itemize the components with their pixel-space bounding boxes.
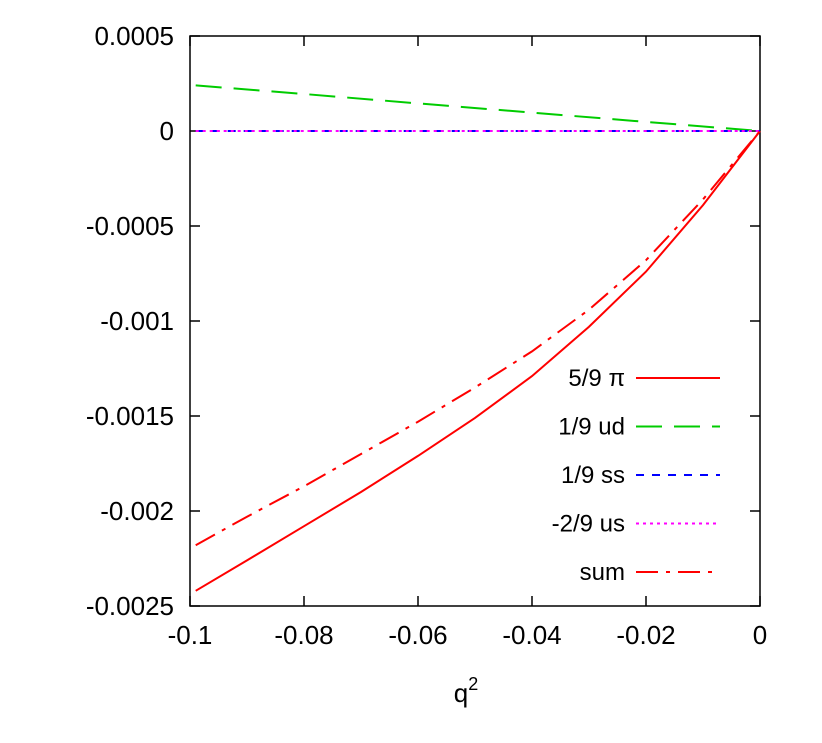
series-line-5-9 bbox=[195, 130, 761, 592]
x-tick-label: -0.02 bbox=[616, 620, 675, 650]
x-tick-label: -0.08 bbox=[274, 620, 333, 650]
x-axis-label: q2 bbox=[454, 674, 478, 708]
series-line-1-9-ud bbox=[195, 84, 761, 132]
legend: 5/9 π 1/9 ud 1/9 ss -2/9 us sum bbox=[552, 365, 720, 586]
plot-frame bbox=[189, 35, 761, 607]
x-tick-label: -0.06 bbox=[388, 620, 447, 650]
legend-label-sum: sum bbox=[580, 559, 625, 586]
x-tick-label: 0 bbox=[753, 620, 767, 650]
x-axis-label-main: q bbox=[454, 678, 468, 708]
x-tick-label: -0.1 bbox=[168, 620, 213, 650]
legend-label-5-9: 5/9 π bbox=[568, 365, 625, 392]
y-tick-label: -0.0005 bbox=[86, 211, 174, 241]
x-axis-label-superscript: 2 bbox=[468, 674, 478, 694]
series-lines bbox=[195, 84, 761, 592]
y-tick-label: 0 bbox=[160, 116, 174, 146]
legend-label-1-9-ud: 1/9 ud bbox=[558, 414, 625, 441]
y-tick-label: -0.0015 bbox=[86, 401, 174, 431]
x-tick-label: -0.04 bbox=[502, 620, 561, 650]
y-tick-label: -0.002 bbox=[100, 496, 174, 526]
y-tick-label: -0.001 bbox=[100, 306, 174, 336]
series-line-sum bbox=[195, 130, 761, 547]
legend-label-2-9-us: -2/9 us bbox=[552, 511, 625, 538]
y-tick-label: 0.0005 bbox=[94, 21, 174, 51]
ticks bbox=[189, 35, 761, 607]
tick-labels: -0.1 -0.08 -0.06 -0.04 -0.02 0 0.0005 0 -0.0005 -… bbox=[86, 21, 767, 650]
legend-label-1-9-ss: 1/9 ss bbox=[561, 462, 625, 489]
y-tick-label: -0.0025 bbox=[86, 591, 174, 621]
